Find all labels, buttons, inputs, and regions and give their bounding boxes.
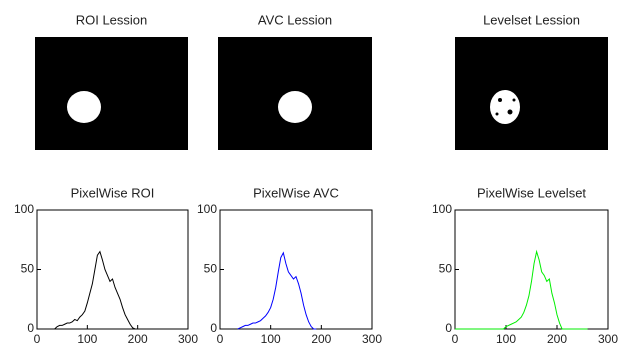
lesion-blob: [67, 91, 101, 123]
lesion-hole: [513, 99, 516, 102]
y-tick-label: 0: [27, 321, 34, 335]
lesion-blob: [278, 91, 312, 123]
y-tick-label: 100: [14, 202, 34, 216]
figure: ROI Lession AVC Lession Levelset Lession Pi…: [0, 0, 620, 349]
x-tick-label: 300: [362, 332, 382, 346]
image-panel: [35, 37, 188, 150]
axes-box: [220, 210, 372, 329]
y-tick-label: 50: [204, 262, 218, 276]
chart-title: PixelWise ROI: [71, 185, 155, 200]
y-tick-label: 0: [210, 321, 217, 335]
x-tick-label: 100: [496, 332, 516, 346]
x-tick-label: 200: [311, 332, 331, 346]
chart-title: AVC Lession: [258, 12, 332, 27]
y-tick-label: 100: [432, 202, 452, 216]
x-tick-label: 200: [128, 332, 148, 346]
x-tick-label: 0: [34, 332, 41, 346]
y-tick-label: 0: [445, 321, 452, 335]
chart-title: ROI Lession: [76, 12, 148, 27]
axes-box: [37, 210, 188, 329]
axes-box: [455, 210, 608, 329]
x-tick-label: 300: [178, 332, 198, 346]
chart-title: PixelWise Levelset: [477, 185, 586, 200]
y-tick-label: 100: [197, 202, 217, 216]
lesion-hole: [508, 110, 513, 115]
x-tick-label: 100: [261, 332, 281, 346]
y-tick-label: 50: [439, 262, 453, 276]
x-tick-label: 200: [547, 332, 567, 346]
x-tick-label: 0: [452, 332, 459, 346]
x-tick-label: 0: [217, 332, 224, 346]
image-panel: [455, 37, 608, 150]
chart-title: PixelWise AVC: [253, 185, 339, 200]
y-tick-label: 50: [21, 262, 35, 276]
lesion-hole: [496, 113, 499, 116]
lesion-hole: [498, 98, 502, 102]
x-tick-label: 300: [598, 332, 618, 346]
lesion-blob: [490, 90, 520, 124]
x-tick-label: 100: [77, 332, 97, 346]
chart-title: Levelset Lession: [483, 12, 580, 27]
